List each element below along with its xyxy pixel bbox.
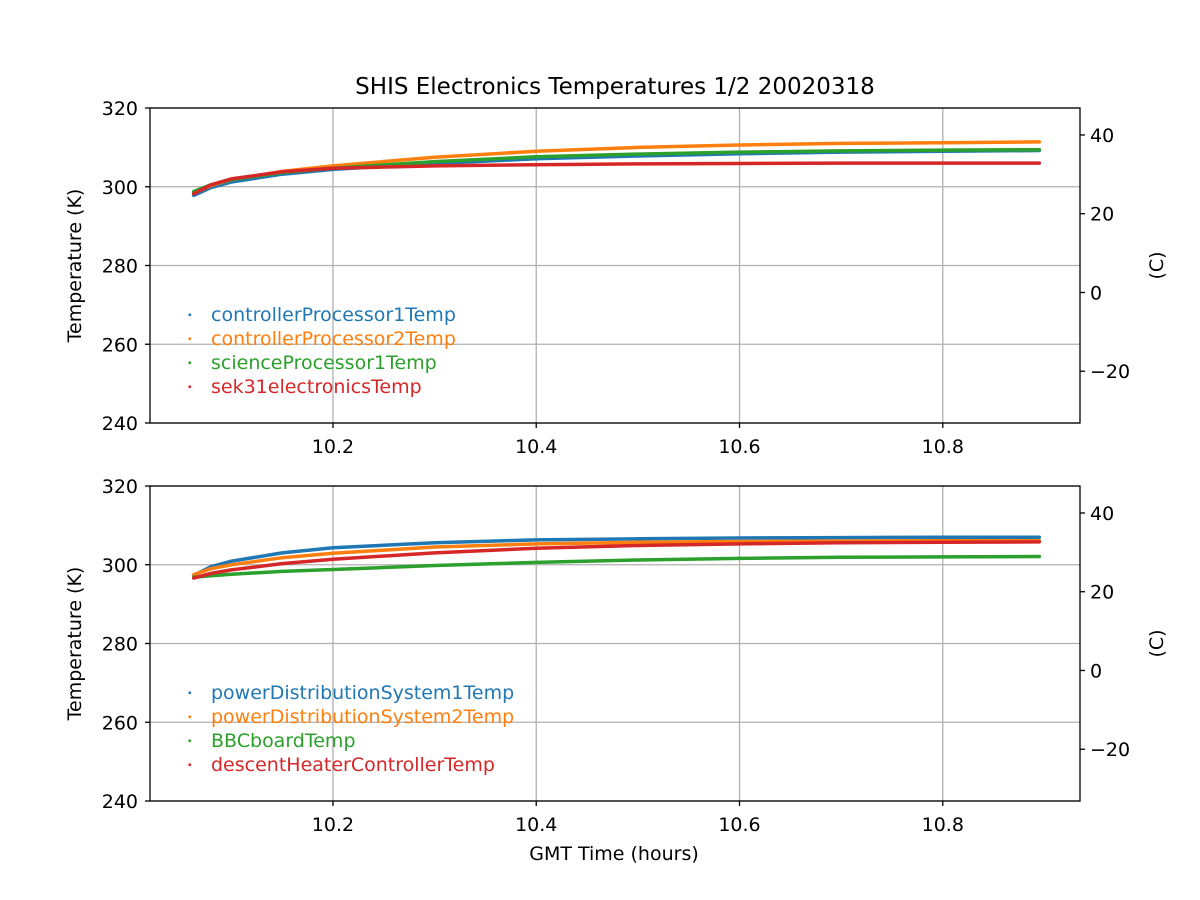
legend-label: powerDistributionSystem1Temp [211, 682, 514, 704]
y2-axis-label: (C) [1146, 251, 1168, 279]
top-panel: 10.2 10.4 10.6 10.8 240 260 280 300 320 −20 0 20 40 T… [64, 98, 1168, 458]
y-tick-label: 260 [102, 712, 138, 734]
y-tick-label: 300 [102, 177, 138, 199]
legend-label: controllerProcessor2Temp [211, 328, 456, 350]
y-tick-label: 280 [102, 256, 138, 278]
x-axis-label: GMT Time (hours) [529, 843, 699, 865]
y2-tick-label: −20 [1090, 739, 1130, 761]
legend-marker [188, 337, 191, 340]
legend-label: BBCboardTemp [211, 730, 356, 752]
y-tick-label: 240 [102, 413, 138, 435]
series-powerDistributionSystem1Temp [191, 535, 1042, 578]
chart-title: SHIS Electronics Temperatures 1/2 200203… [355, 74, 875, 100]
legend-marker [188, 313, 191, 316]
legend-label: controllerProcessor1Temp [211, 304, 456, 326]
y2-tick-label: 40 [1090, 503, 1114, 525]
legend-label: powerDistributionSystem2Temp [211, 706, 514, 728]
y-tick-label: 320 [102, 476, 138, 498]
legend-label: scienceProcessor1Temp [211, 352, 437, 374]
y2-axis-label: (C) [1146, 629, 1168, 657]
y-axis-label: Temperature (K) [64, 189, 86, 344]
y2-tick-label: −20 [1090, 361, 1130, 383]
y-axis-label: Temperature (K) [64, 567, 86, 722]
x-tick-label: 10.4 [515, 436, 557, 458]
legend-marker [188, 715, 191, 718]
y2-tick-label: 40 [1090, 125, 1114, 147]
y-tick-label: 320 [102, 98, 138, 120]
series-descentHeaterControllerTemp [191, 540, 1042, 580]
x-tick-label: 10.4 [515, 814, 557, 836]
y-tick-label: 260 [102, 334, 138, 356]
y-tick-label: 240 [102, 791, 138, 813]
bottom-panel: 10.2 10.4 10.6 10.8 240 260 280 300 320 −20 0 20 40 T… [64, 476, 1168, 865]
y-tick-label: 280 [102, 634, 138, 656]
legend-marker [188, 385, 191, 388]
y2-tick-label: 0 [1090, 282, 1102, 304]
x-tick-label: 10.2 [312, 814, 354, 836]
y2-tick-label: 20 [1090, 582, 1114, 604]
x-tick-label: 10.6 [718, 814, 760, 836]
y-tick-label: 300 [102, 555, 138, 577]
legend-label: descentHeaterControllerTemp [211, 754, 495, 776]
x-tick-label: 10.8 [922, 436, 964, 458]
series-sek31electronicsTemp [191, 161, 1042, 196]
legend-label: sek31electronicsTemp [211, 376, 422, 398]
legend-marker [188, 763, 191, 766]
legend-marker [188, 739, 191, 742]
x-tick-label: 10.6 [718, 436, 760, 458]
legend-marker [188, 691, 191, 694]
x-tick-label: 10.2 [312, 436, 354, 458]
legend-marker [188, 361, 191, 364]
y2-tick-label: 20 [1090, 204, 1114, 226]
series-controllerProcessor1Temp [191, 148, 1042, 198]
series-BBCboardTemp [191, 554, 1042, 580]
x-tick-label: 10.8 [922, 814, 964, 836]
y2-tick-label: 0 [1090, 660, 1102, 682]
